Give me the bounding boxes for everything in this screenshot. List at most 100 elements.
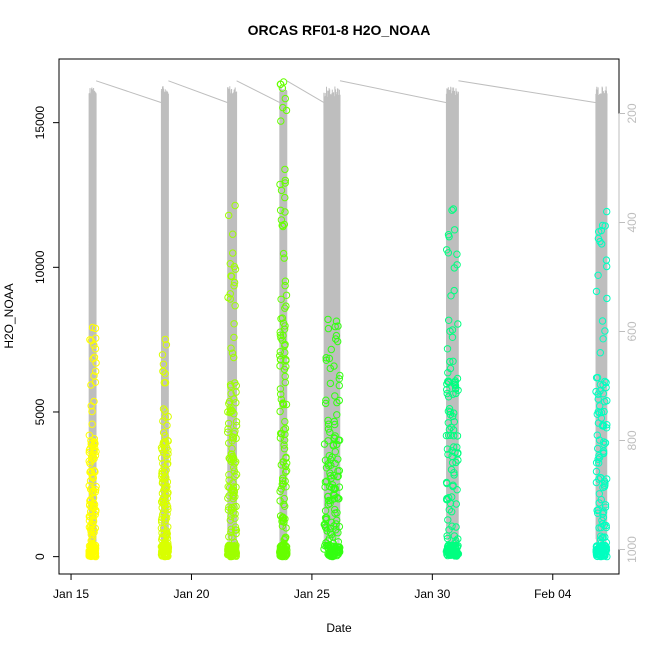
data-point	[159, 544, 167, 552]
data-point	[278, 543, 286, 552]
data-point	[444, 369, 452, 377]
data-point	[279, 249, 288, 258]
data-point	[595, 499, 603, 507]
data-point	[163, 530, 171, 538]
data-point	[596, 237, 604, 246]
data-point	[89, 515, 98, 523]
data-point	[322, 464, 331, 472]
data-point	[226, 290, 235, 298]
data-point	[90, 447, 98, 456]
data-point	[450, 418, 458, 426]
data-point	[336, 371, 344, 380]
data-point	[603, 421, 611, 429]
data-point	[594, 395, 602, 403]
data-point	[452, 545, 461, 554]
data-point	[224, 494, 232, 502]
data-point	[92, 334, 100, 342]
data-point	[326, 364, 334, 373]
data-point	[277, 429, 285, 438]
data-point	[280, 441, 288, 449]
data-point	[279, 103, 287, 112]
data-point	[85, 523, 94, 531]
data-point	[229, 249, 237, 257]
data-point	[159, 438, 168, 447]
data-point	[330, 362, 338, 370]
data-point	[277, 390, 285, 398]
data-point	[326, 552, 335, 560]
data-point	[159, 495, 167, 503]
data-point	[446, 357, 454, 366]
data-point	[280, 325, 289, 333]
data-point	[326, 541, 334, 550]
data-point	[592, 467, 601, 476]
data-point	[159, 417, 167, 425]
data-point	[281, 417, 289, 426]
data-point	[599, 447, 608, 455]
data-point	[597, 226, 605, 235]
data-point	[164, 446, 172, 454]
data-point	[230, 430, 239, 438]
data-point	[228, 552, 236, 561]
data-point	[330, 495, 338, 503]
data-point	[88, 420, 96, 428]
data-point	[276, 206, 285, 215]
data-point	[278, 480, 286, 488]
data-point	[278, 221, 286, 230]
data-point	[324, 324, 333, 333]
data-point	[281, 165, 289, 174]
data-point	[276, 331, 285, 339]
data-point	[276, 497, 284, 505]
data-point	[602, 383, 610, 392]
data-point	[283, 459, 291, 467]
x-tick-label: Jan 30	[414, 587, 450, 601]
x-axis-label: Date	[326, 621, 352, 635]
data-point	[89, 533, 97, 541]
data-point	[448, 508, 456, 516]
flight-points-rf03	[223, 201, 241, 561]
data-point	[86, 508, 95, 516]
secondary-y-tick-label: 600	[625, 321, 639, 341]
data-point	[601, 439, 610, 447]
data-point	[228, 450, 236, 458]
data-point	[602, 538, 611, 547]
data-point	[446, 431, 455, 439]
flight-points-rf04	[276, 78, 291, 561]
data-point	[85, 457, 93, 465]
data-point	[334, 322, 342, 330]
data-point	[594, 271, 602, 279]
data-point	[282, 543, 291, 551]
pressure-connector	[236, 80, 281, 104]
data-point	[226, 516, 235, 524]
data-point	[162, 466, 170, 474]
data-point	[278, 522, 287, 530]
data-point	[282, 357, 290, 365]
data-point	[230, 486, 238, 495]
data-point	[592, 287, 601, 296]
data-point	[161, 335, 170, 344]
data-point	[159, 428, 168, 437]
data-point	[443, 386, 451, 394]
data-point	[595, 490, 603, 498]
data-point	[276, 434, 285, 442]
data-point	[452, 523, 460, 531]
data-point	[443, 246, 451, 254]
data-point	[160, 530, 168, 538]
data-point	[601, 398, 609, 406]
data-point	[232, 502, 240, 511]
flight-points-rf06	[442, 205, 463, 560]
pressure-trace-rf06	[445, 86, 459, 555]
x-tick-label: Feb 04	[534, 587, 572, 601]
data-point	[280, 536, 288, 544]
data-point	[445, 548, 453, 556]
data-point	[232, 418, 241, 426]
data-point	[453, 432, 462, 440]
data-point	[326, 472, 335, 480]
data-point	[158, 513, 166, 522]
data-point	[598, 317, 607, 325]
data-point	[326, 379, 335, 388]
data-point	[454, 535, 462, 543]
data-point	[277, 80, 285, 89]
data-point	[330, 552, 338, 560]
data-point	[599, 421, 607, 429]
data-point	[326, 529, 335, 537]
